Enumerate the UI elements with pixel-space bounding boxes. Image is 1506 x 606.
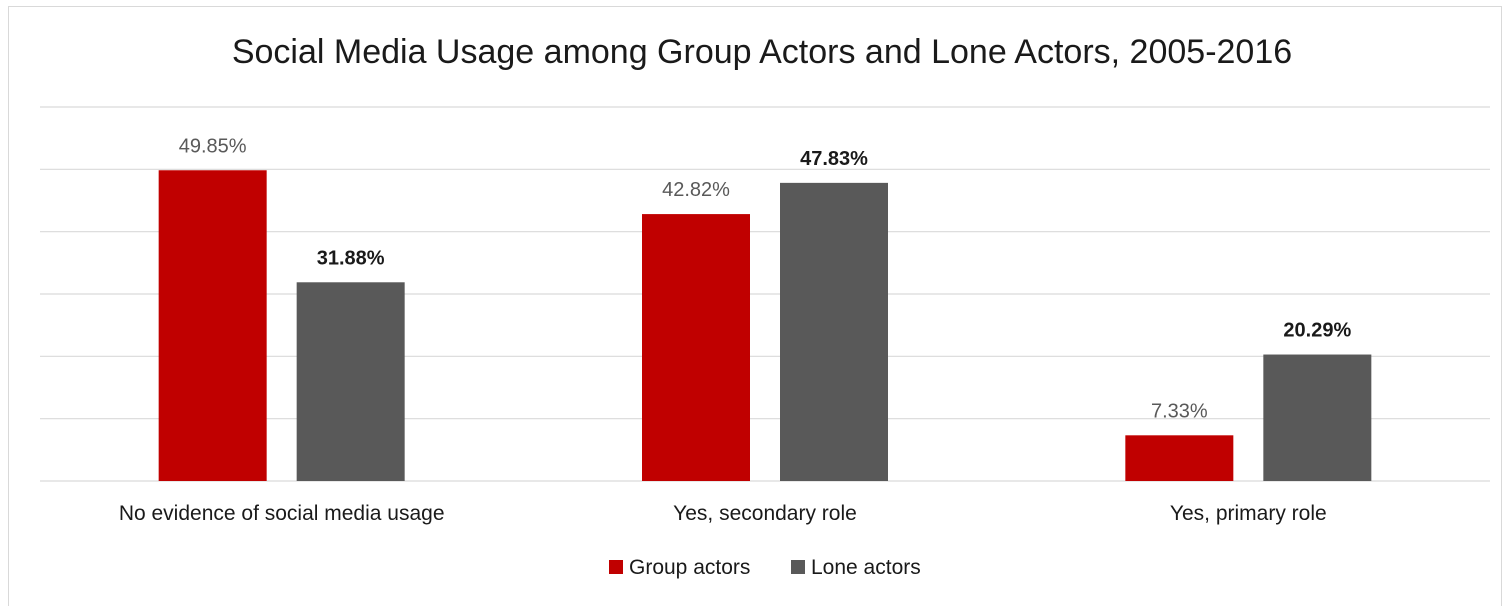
data-label: 47.83% [800,148,868,170]
data-label: 49.85% [179,135,247,157]
legend: Group actors Lone actors [609,556,921,579]
category-labels: No evidence of social media usage Yes, se… [119,502,1327,525]
category-label: Yes, secondary role [673,502,857,525]
legend-swatch-group-actors [609,560,623,574]
bar-lone-actors-1 [296,282,405,481]
legend-label: Lone actors [811,556,921,579]
data-label: 20.29% [1283,320,1351,342]
legend-label: Group actors [629,556,750,579]
bars [158,170,1372,482]
gridlines [40,106,1490,482]
bar-group-actors-2 [642,214,750,481]
bar-lone-actors-2 [780,182,888,481]
data-label: 7.33% [1151,400,1208,422]
bar-group-actors-3 [1125,435,1234,481]
bar-lone-actors-3 [1263,354,1372,481]
chart-frame [8,6,1502,606]
legend-swatch-lone-actors [791,560,805,574]
chart-title: Social Media Usage among Group Actors an… [232,33,1292,71]
category-label: Yes, primary role [1170,502,1327,525]
category-label: No evidence of social media usage [119,502,445,525]
data-label: 42.82% [662,179,730,201]
data-label: 31.88% [317,247,385,269]
bar-group-actors-1 [158,170,267,482]
data-labels: 49.85% 31.88% 42.82% 47.83% 7.33% 20.29% [179,135,1352,422]
